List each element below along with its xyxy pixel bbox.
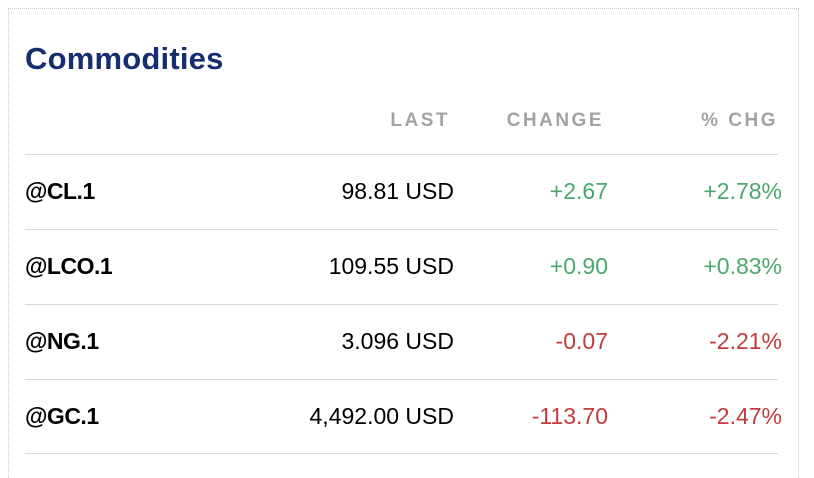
last-price: 98.81 USD [341,178,454,204]
column-header-pct-change: % CHG [701,110,778,131]
change-value: -113.70 [531,403,608,429]
pct-change-value: +2.78% [703,178,782,204]
change-value: +0.90 [549,253,608,279]
change-value: -0.07 [555,328,608,354]
pct-change-value: -2.21% [709,328,782,354]
change-value: +2.67 [549,178,608,204]
table-row-cl[interactable]: @CL.1 98.81 USD +2.67 +2.78% [25,154,782,229]
commodities-widget: Commodities LAST CHANGE % CHG @CL.1 98.8… [8,8,799,478]
last-price: 3.096 USD [341,328,454,354]
last-price: 4,492.00 USD [309,403,454,429]
column-header-change: CHANGE [506,110,604,131]
column-header-last: LAST [390,110,450,131]
last-price: 109.55 USD [328,253,454,279]
symbol-link[interactable]: @LCO.1 [25,253,113,279]
table-row-lco[interactable]: @LCO.1 109.55 USD +0.90 +0.83% [25,229,782,304]
symbol-link[interactable]: @GC.1 [25,403,99,429]
table-row-gc[interactable]: @GC.1 4,492.00 USD -113.70 -2.47% [25,379,782,454]
widget-title: Commodities [25,41,224,76]
table-row-ng[interactable]: @NG.1 3.096 USD -0.07 -2.21% [25,304,782,379]
pct-change-value: +0.83% [703,253,782,279]
symbol-link[interactable]: @CL.1 [25,178,95,204]
symbol-link[interactable]: @NG.1 [25,328,99,354]
pct-change-value: -2.47% [709,403,782,429]
